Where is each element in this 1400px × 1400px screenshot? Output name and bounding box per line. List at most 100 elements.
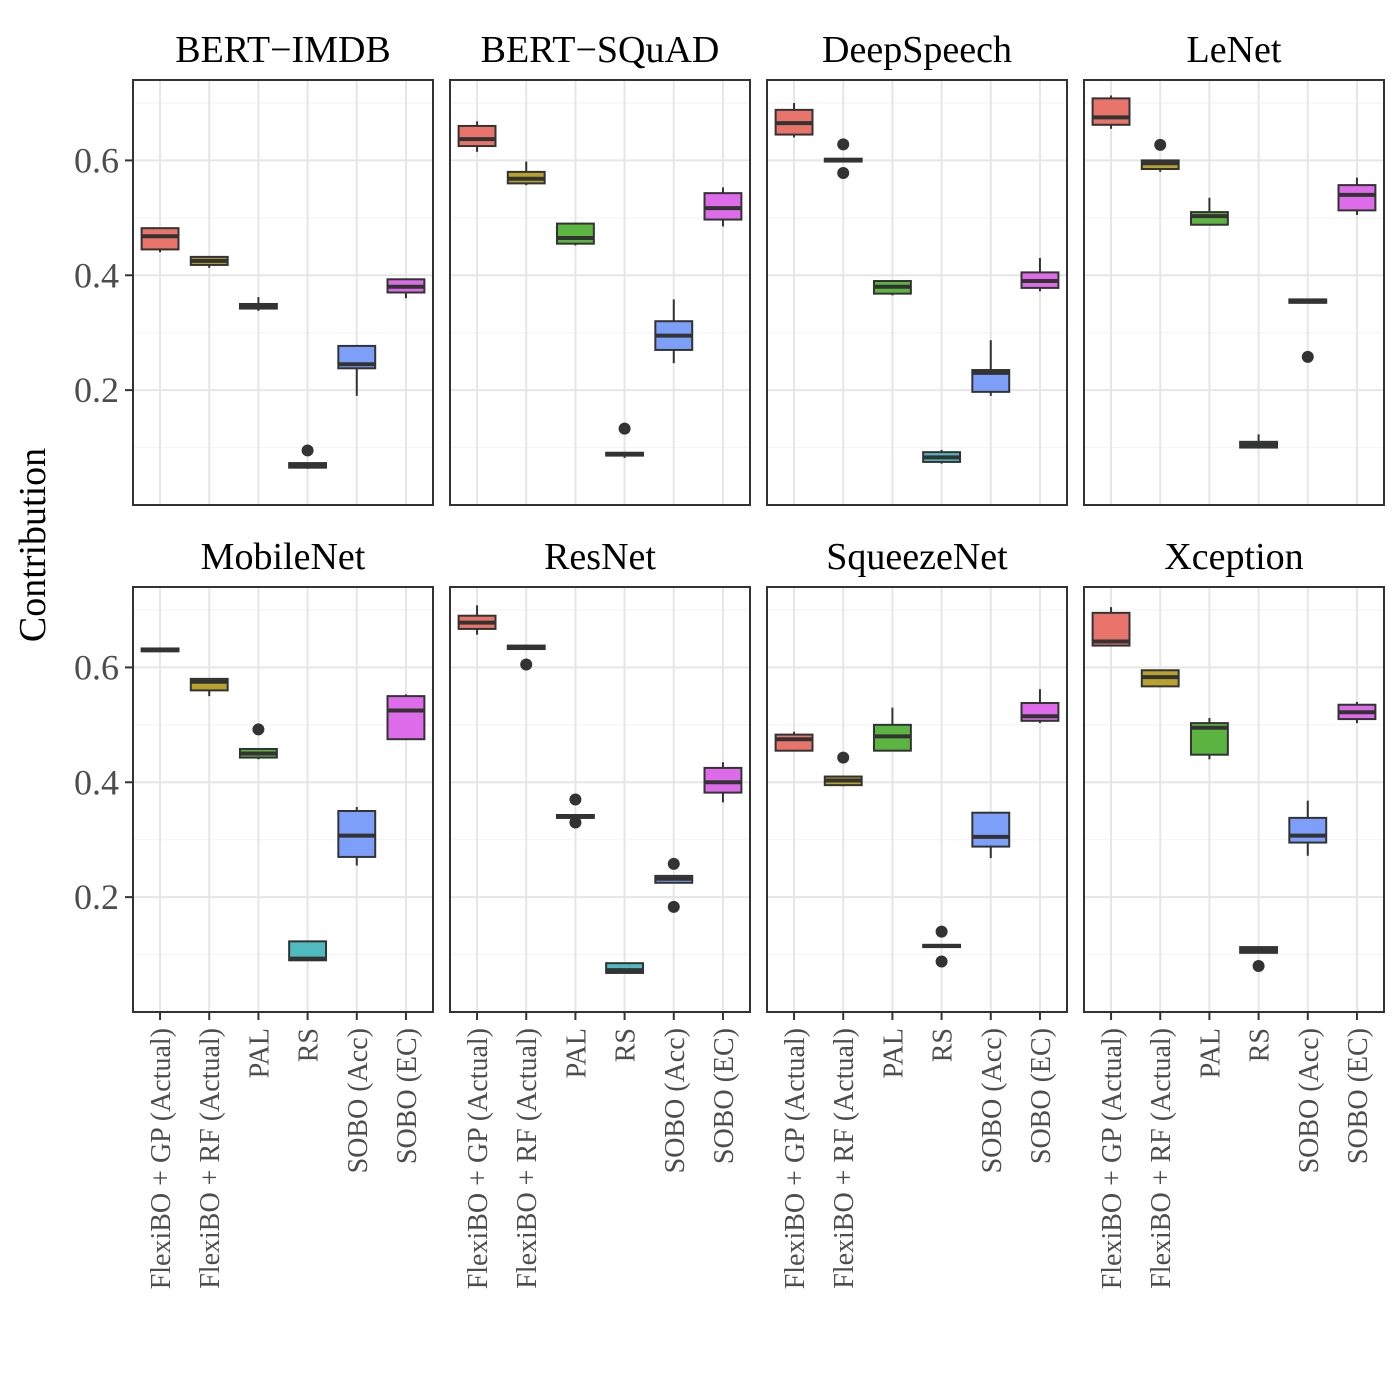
panel-border: [766, 586, 1068, 1013]
x-tick-label: SOBO (EC): [709, 1028, 740, 1164]
x-tick-label: FlexiBO + RF (Actual): [195, 1028, 226, 1289]
box-body: [457, 124, 497, 148]
panel-background: [450, 80, 750, 505]
box-3: [922, 925, 962, 968]
panel-border: [1083, 586, 1385, 1013]
outlier-point: [837, 751, 850, 764]
outlier-point: [667, 857, 680, 870]
box-3: [1239, 946, 1279, 973]
box-3: [1239, 434, 1279, 449]
outlier-point: [569, 816, 582, 829]
box-body: [1189, 211, 1229, 226]
panel-border: [449, 586, 751, 1013]
box-5: [1020, 689, 1060, 724]
outlier-point: [618, 422, 631, 435]
x-tick-label: FlexiBO + GP (Actual): [1097, 1028, 1128, 1289]
box-1: [823, 138, 863, 180]
x-tick-label: PAL: [561, 1028, 592, 1078]
box-2: [872, 707, 912, 752]
box-2: [1189, 717, 1229, 760]
box-4: [971, 340, 1011, 396]
panel-border: [449, 79, 751, 506]
x-tick-label: PAL: [1195, 1028, 1226, 1078]
box-1: [1140, 138, 1180, 172]
x-tick-label: FlexiBO + GP (Actual): [780, 1028, 811, 1289]
facet-panel: SqueezeNet FlexiBO + GP (Actual) FlexiBO +…: [766, 536, 1068, 1289]
box-5: [1337, 701, 1377, 724]
panel-background: [450, 587, 750, 1012]
box-body: [1288, 816, 1328, 844]
facet-title: BERT−IMDB: [175, 29, 391, 71]
box-1: [506, 161, 546, 186]
y-tick-label: 0.4: [74, 255, 119, 295]
box-body: [971, 811, 1011, 848]
box-5: [703, 187, 743, 227]
box-body: [386, 695, 426, 741]
facet-title: Xception: [1164, 536, 1303, 578]
y-tick-label: 0.2: [74, 370, 119, 410]
x-tick-label: FlexiBO + RF (Actual): [1146, 1028, 1177, 1289]
box-0: [457, 605, 497, 635]
x-tick-label: SOBO (Acc): [1294, 1028, 1325, 1173]
facet-panel: ResNet FlexiBO + GP (Actual) FlexiBO + RF …: [449, 536, 751, 1289]
box-0: [140, 647, 180, 653]
facet-panel: BERT−SQuAD: [449, 29, 751, 506]
x-tick-label: FlexiBO + GP (Actual): [146, 1028, 177, 1289]
box-2: [238, 297, 278, 311]
facet-title: MobileNet: [201, 536, 366, 578]
x-tick-label: SOBO (Acc): [660, 1028, 691, 1173]
box-0: [140, 227, 180, 253]
y-tick-label: 0.4: [74, 762, 119, 802]
box-0: [457, 121, 497, 152]
box-1: [506, 644, 546, 671]
panel-background: [767, 587, 1067, 1012]
box-body: [555, 222, 595, 245]
outlier-point: [520, 658, 533, 671]
outlier-point: [935, 925, 948, 938]
outlier-point: [1301, 350, 1314, 363]
x-tick-label: RS: [611, 1028, 642, 1062]
box-5: [1337, 177, 1377, 215]
facet-panel: MobileNet 0.2 0.4 0.6 FlexiBO + GP (Actual) F…: [74, 536, 434, 1289]
box-3: [288, 940, 328, 962]
outlier-point: [1154, 138, 1167, 151]
x-tick-label: SOBO (Acc): [343, 1028, 374, 1173]
facet-panel: BERT−IMDB 0.2 0.4 0.6: [74, 29, 434, 506]
y-tick-label: 0.6: [74, 140, 119, 180]
box-4: [337, 806, 377, 866]
outlier-point: [252, 723, 265, 736]
box-2: [555, 793, 595, 829]
outlier-point: [569, 793, 582, 806]
box-4: [337, 344, 377, 396]
y-tick-label: 0.6: [74, 647, 119, 687]
box-5: [1020, 258, 1060, 292]
x-tick-label: SOBO (Acc): [977, 1028, 1008, 1173]
box-1: [189, 677, 229, 697]
box-4: [1288, 298, 1328, 363]
box-0: [774, 102, 814, 138]
x-tick-label: PAL: [244, 1028, 275, 1078]
facet-title: DeepSpeech: [822, 29, 1012, 71]
x-tick-label: SOBO (EC): [392, 1028, 423, 1164]
outlier-point: [935, 955, 948, 968]
panel-border: [132, 79, 434, 506]
box-3: [922, 449, 962, 464]
facet-title: BERT−SQuAD: [481, 29, 720, 71]
x-tick-label: SOBO (EC): [1026, 1028, 1057, 1164]
facet-panel: Xception FlexiBO + GP (Actual) FlexiBO + R…: [1083, 536, 1385, 1289]
box-2: [238, 723, 278, 760]
x-tick-label: SOBO (EC): [1343, 1028, 1374, 1164]
outlier-point: [837, 138, 850, 151]
box-body: [140, 227, 180, 251]
box-0: [1091, 607, 1131, 647]
facet-panel: DeepSpeech: [766, 29, 1068, 506]
box-2: [872, 280, 912, 296]
box-body: [703, 766, 743, 794]
box-0: [1091, 95, 1131, 129]
y-tick-label: 0.2: [74, 877, 119, 917]
x-tick-label: RS: [1245, 1028, 1276, 1062]
x-tick-label: PAL: [878, 1028, 909, 1078]
box-3: [605, 962, 645, 974]
facet-title: ResNet: [544, 536, 656, 578]
box-0: [774, 731, 814, 752]
